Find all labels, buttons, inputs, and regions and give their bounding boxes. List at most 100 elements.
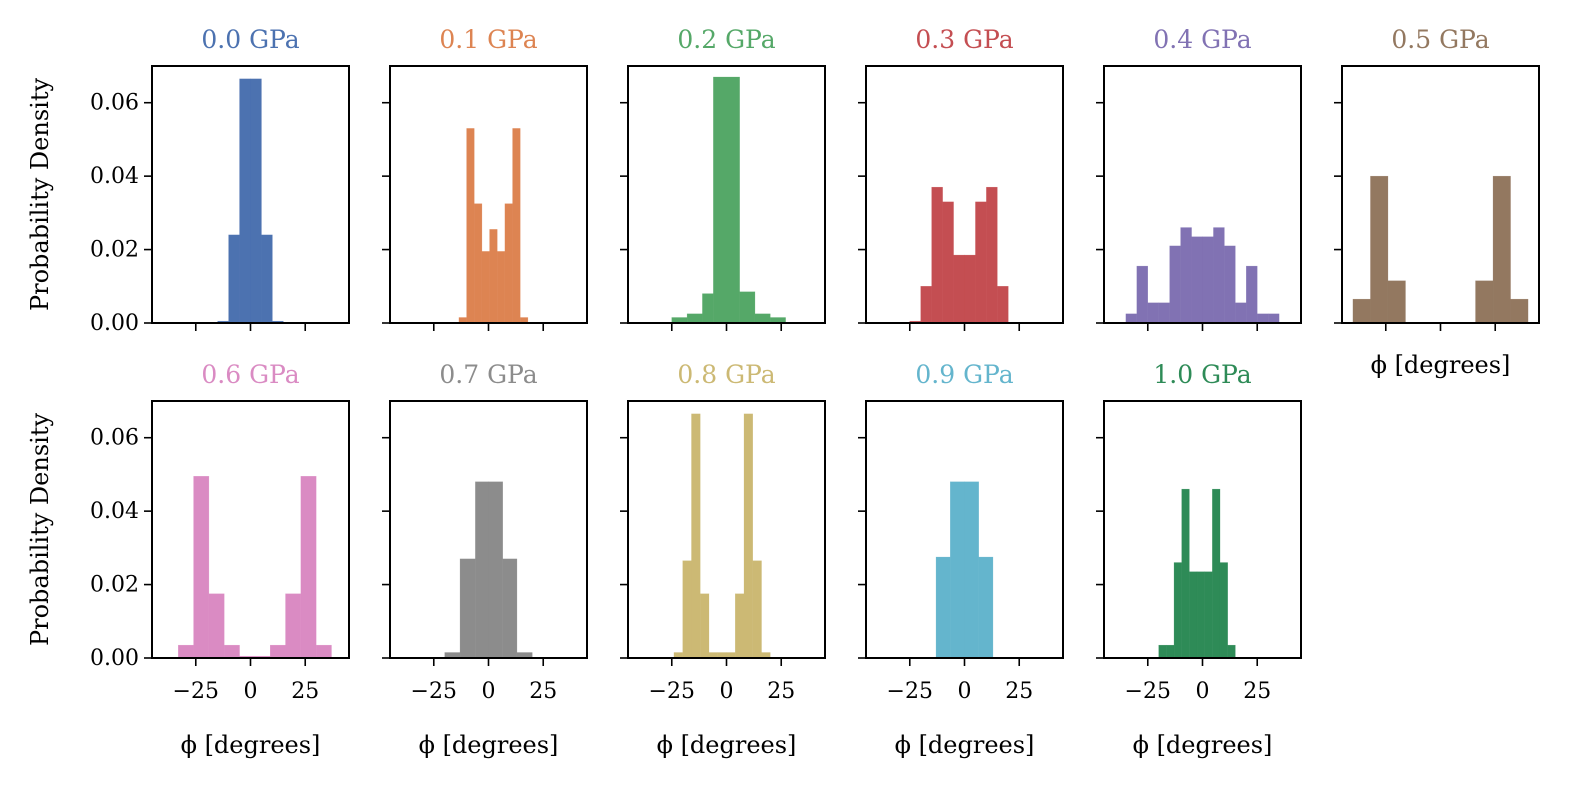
histogram-bar	[208, 593, 225, 659]
x-tick-label: −25	[411, 679, 457, 704]
histogram-bar	[743, 413, 753, 659]
y-tick-label: 0.04	[90, 499, 139, 524]
histogram-bar	[193, 476, 210, 659]
panel-0-6-gpa: 0.6 GPa 0.00 0.02 0.04 0.06 −25 0 25 ϕ [degrees]…	[26, 360, 350, 759]
histogram-bar	[488, 481, 503, 659]
y-axis-label: Probability Density	[26, 78, 54, 312]
histogram-bar	[1158, 644, 1167, 659]
histogram-bar	[1181, 488, 1190, 659]
histogram-bar	[1169, 245, 1181, 324]
histogram-bar	[975, 201, 987, 324]
x-tick-label: 25	[1005, 679, 1033, 704]
y-tick-label: 0.00	[90, 646, 139, 671]
panel-title: 1.0 GPa	[1153, 360, 1251, 389]
histogram-bar	[1492, 175, 1511, 324]
x-axis-label: ϕ [degrees]	[1133, 731, 1273, 759]
panel-0-5-gpa: 0.5 GPa ϕ [degrees]	[1334, 25, 1540, 379]
histogram-bar	[953, 254, 965, 324]
histogram-bar	[1196, 571, 1205, 659]
histogram-bar	[986, 186, 998, 324]
x-tick-label: 25	[529, 679, 557, 704]
histogram-bar	[466, 128, 475, 324]
panel-title: 0.6 GPa	[201, 360, 299, 389]
histogram-bar	[1227, 644, 1236, 659]
x-tick-label: −25	[649, 679, 695, 704]
histogram-bar	[1510, 298, 1529, 324]
histogram-bar	[964, 254, 976, 324]
histogram-bar	[239, 78, 251, 324]
histogram-bar	[935, 556, 951, 659]
panel-0-3-gpa: 0.3 GPa	[858, 25, 1064, 331]
histogram-bar	[1224, 245, 1236, 324]
panel-0-7-gpa: 0.7 GPa −25 0 25 ϕ [degrees]	[382, 360, 588, 759]
histogram-bar	[1387, 280, 1406, 324]
histogram-bar	[739, 291, 756, 324]
panel-title: 0.2 GPa	[677, 25, 775, 54]
panel-title: 0.8 GPa	[677, 360, 775, 389]
histogram-bar	[178, 644, 194, 659]
panel-0-8-gpa: 0.8 GPa −25 0 25 ϕ [degrees]	[620, 360, 826, 759]
histogram-bar	[481, 251, 490, 324]
histogram-bar	[942, 201, 954, 324]
histogram-bar	[713, 76, 740, 324]
histogram-bar	[1147, 302, 1159, 324]
axes-frame	[627, 400, 826, 659]
y-tick-label: 0.04	[90, 164, 139, 189]
histogram-bar	[1352, 298, 1371, 324]
histogram-bar	[754, 313, 771, 324]
panel-title: 0.0 GPa	[201, 25, 299, 54]
histogram-bar	[978, 556, 994, 659]
x-tick-label: −25	[173, 679, 219, 704]
panel-title: 0.9 GPa	[915, 360, 1013, 389]
x-axis-label: ϕ [degrees]	[419, 731, 559, 759]
panel-title: 0.5 GPa	[1391, 25, 1489, 54]
histogram-bar	[702, 293, 714, 324]
histogram-bar	[1267, 313, 1280, 324]
histogram-bar	[512, 128, 521, 324]
x-tick-label: 0	[720, 679, 734, 704]
histogram-bar	[686, 313, 703, 324]
x-axis-label: ϕ [degrees]	[895, 731, 1035, 759]
histogram-bar	[1158, 302, 1170, 324]
x-tick-label: 25	[1243, 679, 1271, 704]
histogram-bar	[502, 558, 518, 659]
y-tick-label: 0.00	[90, 311, 139, 336]
histogram-bar	[224, 644, 240, 659]
y-tick-label: 0.06	[90, 91, 139, 116]
histogram-bar	[1246, 265, 1258, 324]
histogram-bar	[997, 286, 1009, 324]
panel-title: 0.1 GPa	[439, 25, 537, 54]
histogram-bar	[1125, 313, 1138, 324]
histogram-bar	[1219, 562, 1228, 659]
histogram-bar	[1180, 227, 1192, 324]
y-tick-label: 0.02	[90, 573, 139, 598]
x-tick-label: −25	[1125, 679, 1171, 704]
x-tick-label: 0	[958, 679, 972, 704]
histogram-bar	[1370, 175, 1389, 324]
histogram-bar	[228, 234, 240, 324]
histogram-bar	[315, 644, 332, 659]
histogram-bar	[752, 560, 762, 659]
histogram-bar	[1212, 488, 1221, 659]
histogram-bar	[285, 593, 302, 659]
y-axis-label: Probability Density	[26, 413, 54, 647]
histogram-bar	[1235, 302, 1247, 324]
x-axis-label: ϕ [degrees]	[657, 731, 797, 759]
panel-0-2-gpa: 0.2 GPa	[620, 25, 826, 331]
axes-frame	[151, 400, 350, 659]
histogram-bar	[475, 481, 489, 659]
x-axis-label: ϕ [degrees]	[1371, 351, 1511, 379]
histogram-bar	[300, 476, 317, 659]
x-tick-label: 25	[767, 679, 795, 704]
panels-group: 0.0 GPa 0.00 0.02 0.04 0.06 Probability Densi…	[26, 25, 1540, 759]
histogram-bar	[1204, 571, 1213, 659]
histogram-bar	[1257, 313, 1269, 324]
x-tick-label: 25	[291, 679, 319, 704]
y-tick-label: 0.02	[90, 238, 139, 263]
histogram-bar	[474, 203, 483, 324]
histogram-bar	[270, 644, 286, 659]
histogram-bar	[700, 593, 710, 659]
histogram-bar	[1136, 265, 1148, 324]
histogram-bar	[950, 481, 965, 659]
